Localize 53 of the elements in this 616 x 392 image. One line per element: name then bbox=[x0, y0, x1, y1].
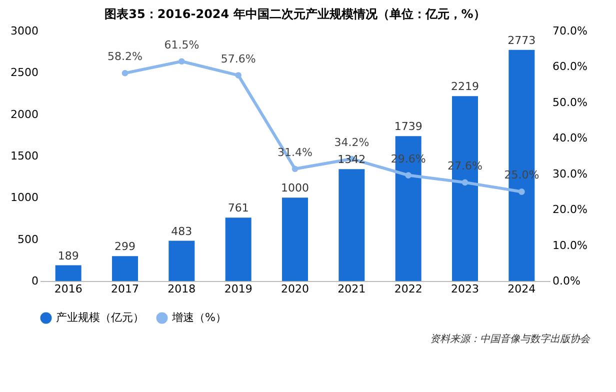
bar bbox=[112, 256, 138, 281]
y-tick-label: 2000 bbox=[10, 108, 38, 121]
x-tick-label: 2024 bbox=[508, 282, 536, 296]
point bbox=[518, 188, 525, 195]
data-label: 299 bbox=[114, 240, 136, 254]
y-tick-label: 500 bbox=[18, 232, 38, 246]
x-tick-label: 2020 bbox=[281, 282, 309, 296]
text: 资料来源：中国音像与数字出版协会 bbox=[430, 333, 591, 345]
x-tick-label: 2018 bbox=[168, 282, 196, 296]
point bbox=[178, 58, 185, 65]
data-label: 189 bbox=[58, 249, 79, 262]
point bbox=[292, 166, 298, 172]
y2-tick-label: 40.0% bbox=[552, 132, 588, 145]
x-tick-label: 2016 bbox=[54, 282, 82, 296]
data-label: 483 bbox=[171, 224, 192, 238]
x-tick-label: 2021 bbox=[338, 282, 366, 296]
point bbox=[235, 72, 242, 78]
y-tick-label: 1500 bbox=[10, 150, 38, 162]
y-tick-label: 0 bbox=[32, 274, 38, 288]
x-tick-label: 2022 bbox=[394, 282, 422, 296]
data-label: 2219 bbox=[451, 80, 479, 94]
point bbox=[122, 70, 128, 76]
y-tick-label: 3000 bbox=[10, 24, 38, 38]
point bbox=[462, 179, 468, 186]
x-tick-label: 2019 bbox=[224, 282, 252, 296]
data-label: 57.6% bbox=[220, 52, 256, 66]
x-tick-label: 2017 bbox=[111, 282, 139, 296]
legend-label: 增速（%） bbox=[171, 311, 226, 324]
y2-tick-label: 30.0% bbox=[552, 167, 588, 180]
data-label: 2773 bbox=[508, 34, 536, 47]
y-tick-label: 2500 bbox=[10, 66, 38, 80]
data-label: 1000 bbox=[281, 182, 309, 195]
bar bbox=[55, 265, 82, 281]
data-label: 761 bbox=[228, 202, 249, 215]
bar bbox=[282, 198, 308, 281]
y-tick-label: 1000 bbox=[10, 191, 38, 204]
y2-tick-label: 10.0% bbox=[552, 238, 588, 252]
data-label: 34.2% bbox=[334, 136, 370, 149]
data-label: 61.5% bbox=[164, 38, 200, 52]
y2-tick-label: 20.0% bbox=[552, 203, 588, 216]
y2-tick-label: 50.0% bbox=[552, 96, 588, 109]
y2-tick-label: 70.0% bbox=[552, 24, 588, 38]
data-label: 1739 bbox=[394, 120, 422, 134]
bar bbox=[225, 218, 252, 281]
y2-tick-label: 60.0% bbox=[552, 60, 588, 74]
legend-label: 产业规模（亿元） bbox=[56, 311, 144, 324]
point bbox=[405, 172, 412, 178]
x-tick-label: 2023 bbox=[451, 282, 479, 296]
data-label: 58.2% bbox=[108, 50, 142, 64]
chart-title: 图表35：2016-2024 年中国二次元产业规模情况（单位：亿元，%） bbox=[104, 7, 486, 21]
bar bbox=[168, 240, 195, 281]
y2-tick-label: 0.0% bbox=[552, 274, 580, 288]
bar bbox=[338, 169, 365, 281]
